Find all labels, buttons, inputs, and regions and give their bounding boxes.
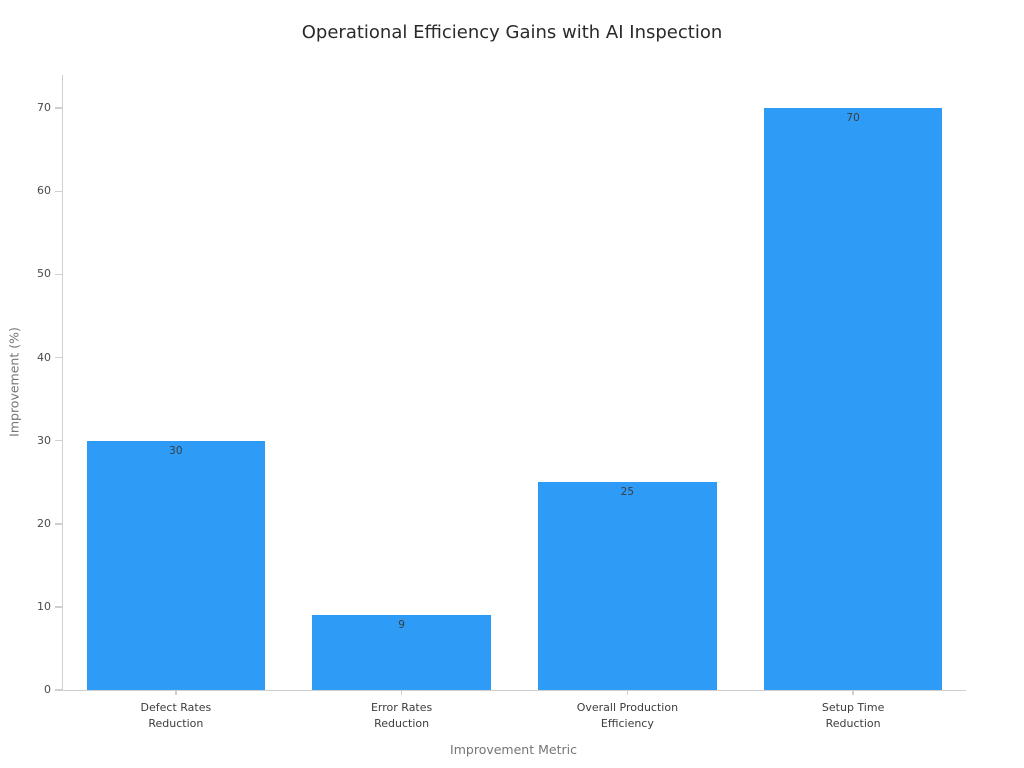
y-tick-label: 30 <box>37 433 51 447</box>
category-label: Overall Production Efficiency <box>576 701 679 730</box>
y-tick-label: 10 <box>37 599 51 613</box>
bar-value-label: 25 <box>620 486 635 499</box>
plot-area: 0 10 20 30 40 50 60 70 30 Defect Rates Reduction 9… <box>37 75 966 730</box>
y-tick-mark <box>55 439 62 442</box>
x-tick-mark <box>852 690 854 695</box>
y-tick-mark <box>55 356 62 359</box>
x-tick-mark <box>400 690 403 695</box>
x-tick-mark <box>626 690 629 695</box>
y-tick-mark <box>55 689 62 691</box>
bar-value-label: 30 <box>169 444 183 457</box>
bar: 70 <box>763 108 943 690</box>
y-tick-label: 50 <box>37 267 51 281</box>
y-axis-label: Improvement (%) <box>6 327 22 437</box>
y-tick-mark <box>55 606 62 608</box>
y-tick-mark <box>55 107 62 109</box>
bar: 30 <box>86 440 266 690</box>
y-tick-label: 70 <box>37 101 51 115</box>
y-tick-mark <box>55 190 62 193</box>
category-label: Setup Time Reduction <box>821 701 885 730</box>
y-tick-label: 40 <box>37 350 51 364</box>
category-label: Defect Rates Reduction <box>140 701 212 730</box>
y-tick-mark <box>55 273 62 276</box>
category-label: Error Rates Reduction <box>370 701 433 730</box>
y-tick-label: 60 <box>37 184 51 198</box>
y-tick-label: 0 <box>44 683 51 696</box>
bar: 9 <box>312 615 491 690</box>
chart-title: Operational Efficiency Gains with AI Ins… <box>301 22 723 43</box>
y-tick-label: 20 <box>37 516 51 530</box>
bar: 25 <box>538 482 717 690</box>
bar-value-label: 9 <box>398 619 405 632</box>
bar-value-label: 70 <box>846 112 860 125</box>
y-tick-mark <box>55 523 62 525</box>
x-tick-mark <box>175 690 177 695</box>
x-axis-label: Improvement Metric <box>450 742 577 757</box>
